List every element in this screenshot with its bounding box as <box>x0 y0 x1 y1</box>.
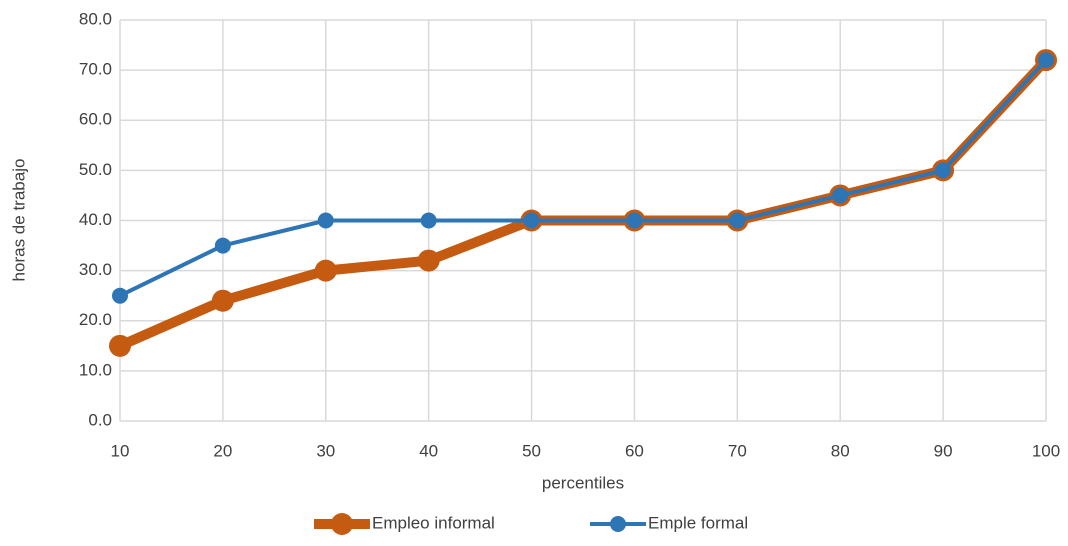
x-axis-label: percentiles <box>542 473 624 492</box>
y-tick-label: 80.0 <box>79 9 112 28</box>
y-tick-label: 50.0 <box>79 160 112 179</box>
x-tick-label: 10 <box>111 441 130 460</box>
point <box>314 259 337 282</box>
point <box>112 287 128 304</box>
y-tick-label: 10.0 <box>79 360 112 379</box>
point <box>109 334 131 357</box>
x-tick-label: 20 <box>213 441 232 460</box>
y-tick-label: 60.0 <box>79 110 112 129</box>
point <box>832 187 849 204</box>
point <box>729 212 746 229</box>
point <box>211 289 234 312</box>
x-tick-label: 60 <box>625 441 644 460</box>
x-tick-label: 30 <box>316 441 335 460</box>
point <box>317 212 334 229</box>
point <box>523 212 540 229</box>
legend-marker <box>610 516 626 532</box>
x-tick-label: 50 <box>522 441 541 460</box>
x-tick-label: 70 <box>728 441 747 460</box>
point <box>420 212 437 229</box>
x-tick-label: 100 <box>1032 441 1060 460</box>
x-tick-label: 90 <box>934 441 953 460</box>
y-tick-label: 20.0 <box>79 310 112 329</box>
y-tick-label: 0.0 <box>88 410 112 429</box>
y-tick-label: 70.0 <box>79 60 112 79</box>
y-axis-label: horas de trabajo <box>9 159 28 282</box>
point <box>214 237 231 254</box>
point <box>935 162 952 179</box>
legend-label: Emple formal <box>648 513 748 532</box>
point <box>417 249 440 272</box>
x-tick-label: 80 <box>831 441 850 460</box>
y-tick-label: 30.0 <box>79 260 112 279</box>
legend-marker <box>331 513 353 535</box>
point <box>1038 52 1054 69</box>
series-line <box>117 56 1050 351</box>
series-line <box>119 58 1048 298</box>
y-tick-label: 40.0 <box>79 210 112 229</box>
x-tick-label: 40 <box>419 441 438 460</box>
legend-label: Empleo informal <box>372 513 495 532</box>
point <box>626 212 643 229</box>
